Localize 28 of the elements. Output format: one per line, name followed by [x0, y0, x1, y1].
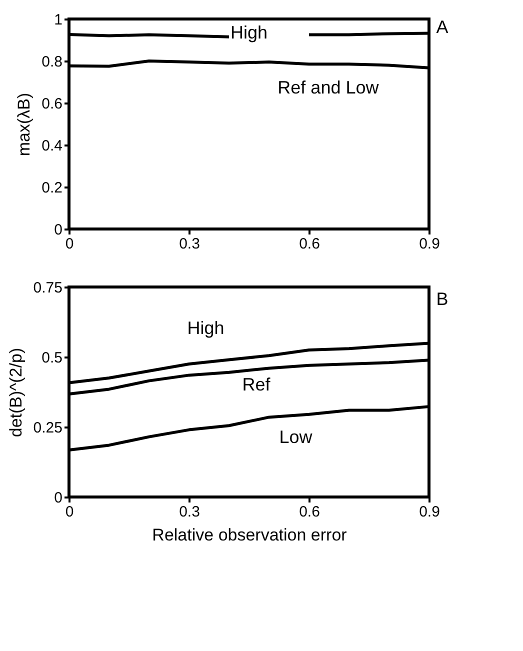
y-tick-label: 0.2 — [42, 180, 62, 196]
annotation: Ref and Low — [278, 77, 380, 98]
annotation: Ref — [242, 374, 272, 395]
x-tick-label: 0 — [65, 504, 74, 520]
x-tick-label: 0.6 — [299, 504, 320, 520]
text: A — [436, 17, 448, 37]
y-tick-label: 1 — [54, 12, 62, 28]
x-tick-label: 0.3 — [179, 504, 200, 520]
y-tick-label: 0 — [54, 490, 62, 506]
y-axis-title: det(B)^(2/p) — [6, 348, 26, 438]
y-tick-label: 0.25 — [33, 420, 62, 436]
x-tick-label: 0.6 — [299, 236, 320, 252]
x-axis-title: Relative observation error — [152, 526, 348, 544]
y-tick-label: 0.8 — [42, 54, 62, 70]
annotation: High — [187, 318, 224, 338]
y-tick-label: 0.6 — [42, 96, 62, 112]
text: B — [436, 289, 448, 310]
annotation: High — [230, 22, 268, 43]
x-tick-label: 0.3 — [179, 236, 200, 252]
x-tick-label: 0.9 — [419, 236, 440, 252]
y-tick-label: 0.75 — [33, 280, 62, 296]
y-tick-label: 0.4 — [42, 138, 62, 154]
y-tick-label: 0.5 — [42, 350, 62, 366]
annotation: Low — [279, 427, 314, 448]
x-tick-label: 0.9 — [419, 504, 440, 520]
y-axis-title: max(λB) — [14, 92, 34, 156]
y-tick-label: 0 — [54, 222, 62, 238]
x-tick-label: 0 — [65, 236, 74, 252]
